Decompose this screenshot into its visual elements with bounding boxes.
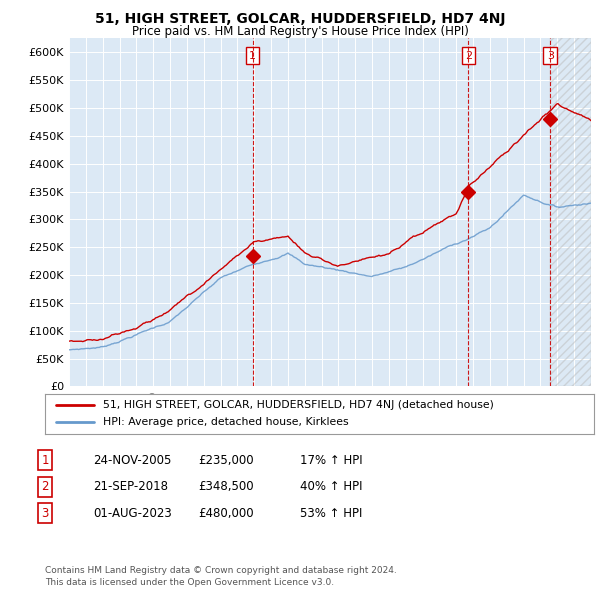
Text: 2: 2 <box>41 480 49 493</box>
Text: 1: 1 <box>41 454 49 467</box>
Text: Price paid vs. HM Land Registry's House Price Index (HPI): Price paid vs. HM Land Registry's House … <box>131 25 469 38</box>
Text: 24-NOV-2005: 24-NOV-2005 <box>93 454 172 467</box>
Text: 53% ↑ HPI: 53% ↑ HPI <box>300 507 362 520</box>
Text: Contains HM Land Registry data © Crown copyright and database right 2024.
This d: Contains HM Land Registry data © Crown c… <box>45 566 397 587</box>
Text: 17% ↑ HPI: 17% ↑ HPI <box>300 454 362 467</box>
Text: 40% ↑ HPI: 40% ↑ HPI <box>300 480 362 493</box>
Text: £480,000: £480,000 <box>198 507 254 520</box>
Text: £235,000: £235,000 <box>198 454 254 467</box>
Text: 3: 3 <box>41 507 49 520</box>
Text: 51, HIGH STREET, GOLCAR, HUDDERSFIELD, HD7 4NJ (detached house): 51, HIGH STREET, GOLCAR, HUDDERSFIELD, H… <box>103 400 494 410</box>
Text: £348,500: £348,500 <box>198 480 254 493</box>
Text: 51, HIGH STREET, GOLCAR, HUDDERSFIELD, HD7 4NJ: 51, HIGH STREET, GOLCAR, HUDDERSFIELD, H… <box>95 12 505 26</box>
Text: 21-SEP-2018: 21-SEP-2018 <box>93 480 168 493</box>
Text: 01-AUG-2023: 01-AUG-2023 <box>93 507 172 520</box>
Text: 3: 3 <box>547 51 554 61</box>
Text: 2: 2 <box>465 51 472 61</box>
Text: 1: 1 <box>249 51 256 61</box>
Text: HPI: Average price, detached house, Kirklees: HPI: Average price, detached house, Kirk… <box>103 417 348 427</box>
